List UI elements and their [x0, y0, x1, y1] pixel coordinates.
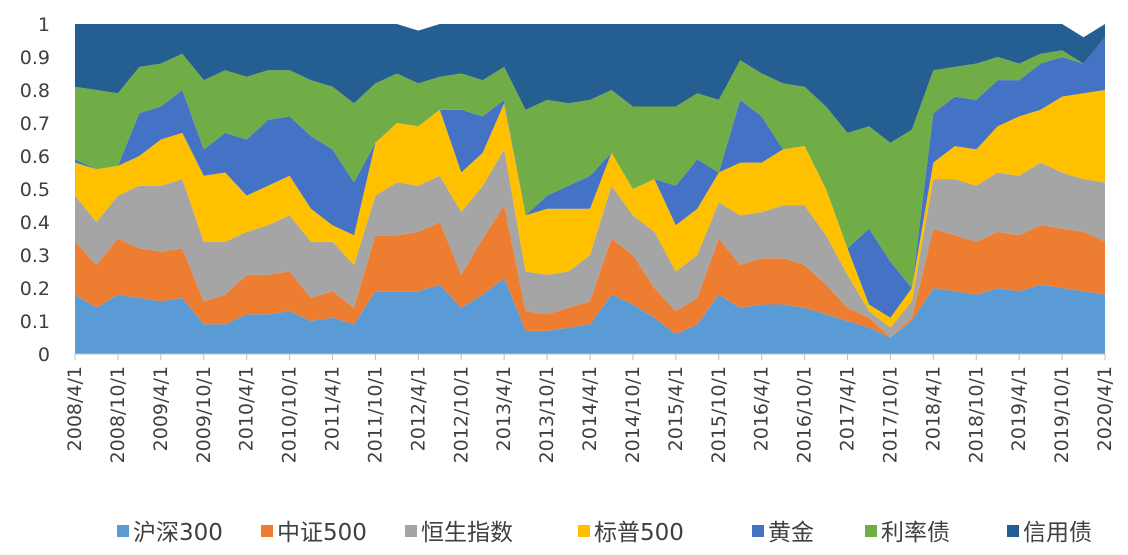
- legend-swatch: [1007, 525, 1019, 537]
- x-tick-label: 2009/10/1: [193, 366, 215, 463]
- legend-swatch: [261, 525, 273, 537]
- y-tick-label: 1: [38, 14, 50, 36]
- x-tick-label: 2015/4/1: [665, 366, 687, 451]
- legend-label: 沪深300: [133, 520, 223, 546]
- area-layers: [75, 24, 1105, 354]
- legend-label: 利率债: [881, 520, 950, 546]
- area-series-2: [75, 149, 1105, 338]
- y-tick-label: 0.1: [20, 311, 50, 333]
- x-tick-label: 2019/10/1: [1051, 366, 1073, 463]
- x-tick-label: 2011/10/1: [364, 366, 386, 463]
- y-tick-label: 0.3: [20, 245, 50, 267]
- legend-label: 黄金: [768, 520, 814, 546]
- legend-swatch: [578, 525, 590, 537]
- x-tick-label: 2016/4/1: [751, 366, 773, 451]
- y-tick-label: 0: [38, 344, 50, 366]
- y-tick-label: 0.7: [20, 113, 50, 135]
- x-tick-label: 2017/4/1: [837, 366, 859, 451]
- y-tick-label: 0.4: [20, 212, 50, 234]
- legend-label: 中证500: [277, 520, 367, 546]
- x-tick-label: 2015/10/1: [708, 366, 730, 463]
- y-tick-label: 0.8: [20, 80, 50, 102]
- x-tick-label: 2014/4/1: [579, 366, 601, 451]
- x-tick-label: 2011/4/1: [322, 366, 344, 451]
- legend-label: 标普500: [594, 520, 684, 546]
- x-tick-label: 2018/10/1: [965, 366, 987, 463]
- area-series-5: [75, 37, 1105, 289]
- legend-label: 恒生指数: [421, 520, 513, 546]
- x-tick-label: 2013/4/1: [493, 366, 515, 451]
- legend-swatch: [752, 525, 764, 537]
- chart-legend: 沪深300 中证500 恒生指数 标普500 黄金 利率债 信用债: [117, 520, 1092, 546]
- y-tick-label: 0.2: [20, 278, 50, 300]
- area-series-6: [75, 24, 1105, 143]
- y-tick-label: 0.5: [20, 179, 50, 201]
- x-tick-label: 2017/10/1: [879, 366, 901, 463]
- y-tick-label: 0.6: [20, 146, 50, 168]
- legend-label: 信用债: [1023, 520, 1092, 546]
- x-tick-label: 2008/10/1: [107, 366, 129, 463]
- x-tick-label: 2008/4/1: [64, 366, 86, 451]
- legend-swatch: [405, 525, 417, 537]
- x-tick-label: 2010/4/1: [236, 366, 258, 451]
- area-series-4: [75, 37, 1105, 318]
- x-tick-label: 2010/10/1: [279, 366, 301, 463]
- area-series-1: [75, 205, 1105, 338]
- x-axis-ticks: 2008/4/1 2008/10/1 2009/4/1 2009/10/1 2010/4…: [64, 354, 1116, 463]
- x-tick-label: 2019/4/1: [1008, 366, 1030, 451]
- y-tick-label: 0.9: [20, 47, 50, 69]
- x-tick-label: 2012/10/1: [450, 366, 472, 463]
- x-tick-label: 2012/4/1: [407, 366, 429, 451]
- legend-swatch: [865, 525, 877, 537]
- x-tick-label: 2014/10/1: [622, 366, 644, 463]
- x-tick-label: 2016/10/1: [794, 366, 816, 463]
- x-tick-label: 2020/4/1: [1094, 366, 1116, 451]
- x-tick-label: 2009/4/1: [150, 366, 172, 451]
- area-series-0: [75, 278, 1105, 354]
- y-axis-ticks: 0 0.1 0.2 0.3 0.4 0.5 0.6 0.7 0.8 0.9 1: [20, 14, 50, 366]
- x-tick-label: 2013/10/1: [536, 366, 558, 463]
- x-tick-label: 2018/4/1: [922, 366, 944, 451]
- legend-swatch: [117, 525, 129, 537]
